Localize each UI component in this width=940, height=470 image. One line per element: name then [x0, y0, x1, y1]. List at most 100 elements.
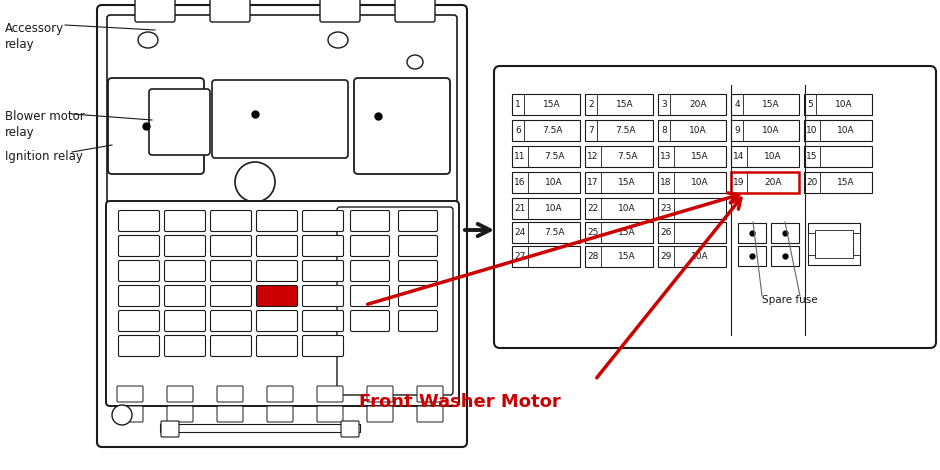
FancyBboxPatch shape — [118, 211, 160, 232]
FancyBboxPatch shape — [303, 260, 343, 282]
Text: 10A: 10A — [762, 126, 780, 135]
Circle shape — [112, 405, 132, 425]
Text: 10A: 10A — [691, 252, 709, 261]
FancyBboxPatch shape — [417, 406, 443, 422]
FancyBboxPatch shape — [417, 386, 443, 402]
FancyBboxPatch shape — [267, 406, 293, 422]
Ellipse shape — [407, 55, 423, 69]
FancyBboxPatch shape — [108, 78, 204, 174]
Text: 15A: 15A — [838, 178, 854, 187]
Bar — [804, 120, 872, 141]
FancyBboxPatch shape — [164, 311, 206, 331]
Text: Ignition relay: Ignition relay — [5, 150, 83, 163]
Bar — [804, 94, 872, 115]
FancyBboxPatch shape — [320, 0, 360, 22]
FancyBboxPatch shape — [494, 66, 936, 348]
Text: 15: 15 — [807, 152, 818, 161]
Text: Front Washer Motor: Front Washer Motor — [359, 393, 561, 411]
Text: 10A: 10A — [835, 100, 853, 109]
FancyBboxPatch shape — [317, 406, 343, 422]
Bar — [853, 233, 860, 255]
Bar — [804, 146, 872, 167]
Text: 14: 14 — [733, 152, 744, 161]
Bar — [512, 198, 580, 219]
Bar — [808, 223, 860, 265]
FancyBboxPatch shape — [399, 311, 437, 331]
Bar — [738, 246, 766, 266]
FancyBboxPatch shape — [303, 311, 343, 331]
FancyBboxPatch shape — [351, 260, 389, 282]
Bar — [771, 223, 799, 243]
FancyBboxPatch shape — [257, 311, 297, 331]
Bar — [658, 246, 726, 267]
Text: 20A: 20A — [689, 100, 707, 109]
Text: 7.5A: 7.5A — [617, 152, 637, 161]
FancyBboxPatch shape — [267, 386, 293, 402]
FancyBboxPatch shape — [367, 406, 393, 422]
Text: Spare fuse: Spare fuse — [762, 295, 818, 305]
FancyBboxPatch shape — [164, 235, 206, 257]
Text: 7.5A: 7.5A — [543, 228, 564, 237]
Bar — [658, 198, 726, 219]
Text: 20: 20 — [807, 178, 818, 187]
Text: Blower motor
relay: Blower motor relay — [5, 110, 85, 139]
Bar — [808, 233, 815, 255]
FancyBboxPatch shape — [211, 260, 252, 282]
Text: 19: 19 — [733, 178, 744, 187]
FancyBboxPatch shape — [135, 0, 175, 22]
FancyBboxPatch shape — [257, 235, 297, 257]
FancyBboxPatch shape — [367, 386, 393, 402]
Text: 15A: 15A — [543, 100, 561, 109]
FancyBboxPatch shape — [117, 406, 143, 422]
FancyBboxPatch shape — [303, 285, 343, 306]
Bar — [160, 424, 360, 432]
FancyBboxPatch shape — [351, 285, 389, 306]
Bar — [658, 146, 726, 167]
Bar — [658, 120, 726, 141]
Text: 28: 28 — [588, 252, 599, 261]
Text: 10A: 10A — [545, 204, 563, 213]
Text: 1: 1 — [515, 100, 521, 109]
Bar — [658, 222, 726, 243]
FancyBboxPatch shape — [217, 386, 243, 402]
Text: 25: 25 — [588, 228, 599, 237]
Text: 15A: 15A — [619, 178, 635, 187]
Text: 21: 21 — [514, 204, 525, 213]
Circle shape — [235, 162, 275, 202]
Text: 7.5A: 7.5A — [541, 126, 562, 135]
Bar — [585, 94, 653, 115]
Text: 10A: 10A — [545, 178, 563, 187]
Text: 9: 9 — [734, 126, 740, 135]
Bar — [815, 230, 853, 258]
FancyBboxPatch shape — [118, 336, 160, 357]
Ellipse shape — [138, 32, 158, 48]
FancyBboxPatch shape — [167, 406, 193, 422]
Text: 10A: 10A — [764, 152, 782, 161]
FancyBboxPatch shape — [337, 207, 453, 395]
Bar — [731, 172, 799, 193]
Text: 24: 24 — [514, 228, 525, 237]
FancyBboxPatch shape — [211, 336, 252, 357]
Text: 20A: 20A — [764, 178, 782, 187]
Text: 10A: 10A — [689, 126, 707, 135]
Bar — [512, 94, 580, 115]
Bar — [585, 246, 653, 267]
FancyBboxPatch shape — [303, 235, 343, 257]
FancyBboxPatch shape — [395, 0, 435, 22]
FancyBboxPatch shape — [351, 235, 389, 257]
FancyBboxPatch shape — [118, 285, 160, 306]
Text: 10A: 10A — [691, 178, 709, 187]
Text: 15A: 15A — [617, 100, 634, 109]
Text: 18: 18 — [660, 178, 672, 187]
FancyBboxPatch shape — [399, 235, 437, 257]
FancyBboxPatch shape — [118, 311, 160, 331]
FancyBboxPatch shape — [97, 5, 467, 447]
FancyBboxPatch shape — [164, 285, 206, 306]
Bar — [512, 246, 580, 267]
Bar — [771, 246, 799, 266]
FancyBboxPatch shape — [257, 285, 297, 306]
FancyBboxPatch shape — [303, 211, 343, 232]
Text: 15A: 15A — [762, 100, 780, 109]
Bar — [731, 94, 799, 115]
FancyBboxPatch shape — [161, 421, 179, 437]
